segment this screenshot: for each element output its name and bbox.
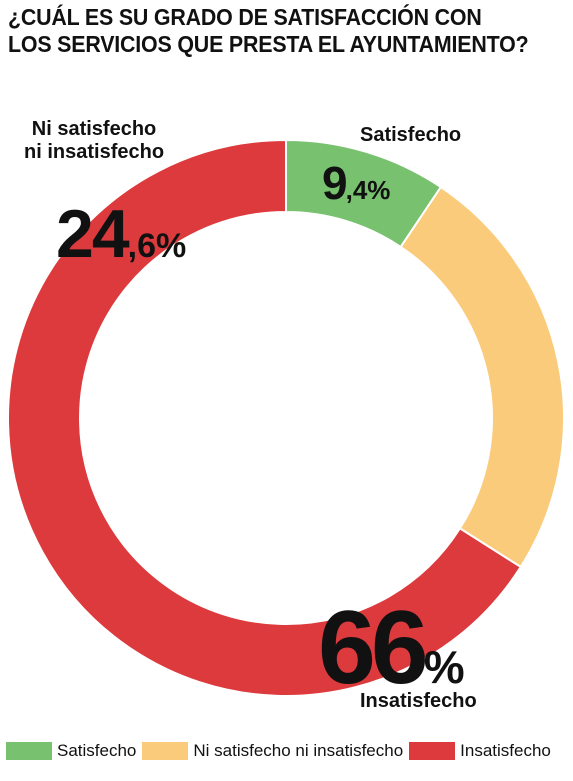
value-insatisfecho: 66%	[318, 596, 465, 700]
legend: Satisfecho Ni satisfecho ni insatisfecho…	[6, 738, 557, 764]
label-ni-satisfecho: Ni satisfecho ni insatisfecho	[24, 118, 164, 164]
value-satisfecho-dec: ,4%	[345, 175, 391, 205]
legend-swatch-satisfecho	[6, 742, 52, 760]
label-satisfecho: Satisfecho	[360, 124, 462, 146]
value-ins-dec: %	[423, 641, 465, 693]
donut-slice-ni-satisfecho	[399, 185, 565, 569]
legend-swatch-ni-satisfecho	[142, 742, 189, 760]
label-ni-line-1: Ni satisfecho	[31, 118, 157, 140]
legend-item-ni-satisfecho: Ni satisfecho ni insatisfecho	[142, 741, 403, 761]
title-line-2: LOS SERVICIOS QUE PRESTA EL AYUNTAMIENTO…	[8, 31, 529, 57]
label-insatisfecho: Insatisfecho	[360, 690, 477, 712]
value-ni-int: 24	[56, 196, 130, 272]
legend-label-ni-satisfecho: Ni satisfecho ni insatisfecho	[193, 741, 404, 760]
donut-slice-insatisfecho	[7, 138, 523, 697]
legend-label-insatisfecho: Insatisfecho	[460, 741, 551, 760]
value-ins-int: 66	[318, 590, 429, 706]
legend-item-insatisfecho: Insatisfecho	[409, 741, 551, 761]
label-ni-line-2: ni insatisfecho	[24, 141, 165, 163]
chart-title: ¿CUÁL ES SU GRADO DE SATISFACCIÓN CON LO…	[8, 4, 529, 58]
legend-swatch-insatisfecho	[409, 742, 456, 760]
value-satisfecho-int: 9	[322, 157, 348, 209]
title-line-1: ¿CUÁL ES SU GRADO DE SATISFACCIÓN CON	[8, 4, 482, 30]
legend-label-satisfecho: Satisfecho	[57, 741, 137, 760]
value-ni-dec: ,6%	[127, 227, 187, 265]
legend-item-satisfecho: Satisfecho	[6, 741, 136, 761]
value-ni-satisfecho: 24,6%	[56, 200, 186, 268]
value-satisfecho: 9,4%	[322, 160, 390, 206]
